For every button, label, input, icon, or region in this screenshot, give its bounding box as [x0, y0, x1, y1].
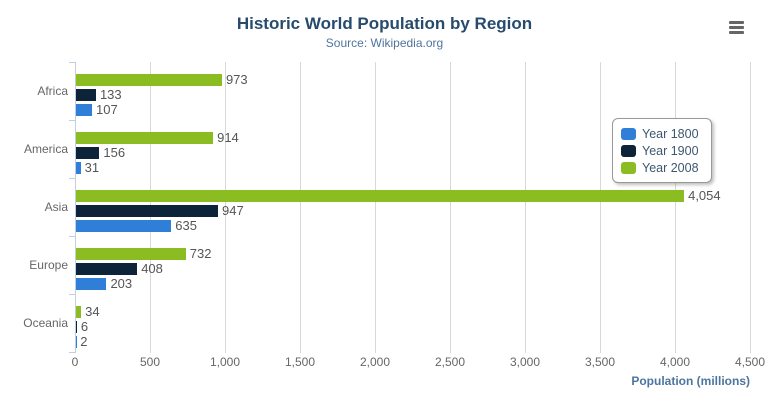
gridline: [600, 62, 601, 353]
category-axis-tick: [69, 352, 76, 353]
bar-line: 408: [76, 261, 751, 276]
legend-symbol: [621, 144, 636, 157]
category-axis-tick: [69, 178, 76, 179]
bar-line: 732: [76, 246, 751, 261]
chart-title: Historic World Population by Region: [236, 14, 533, 33]
legend-symbol: [621, 127, 636, 140]
category-label-america: America: [23, 142, 68, 156]
x-axis-tick-label: 4,000: [659, 355, 691, 369]
category-axis-tick: [69, 62, 76, 63]
x-axis-tick-label: 2,000: [359, 355, 391, 369]
data-label: 203: [110, 276, 133, 291]
plot-area: 973 133 107 914 156 31 4,054 947 635 732 408 203 34 6…: [69, 62, 751, 353]
x-axis-tick-label: 2,500: [434, 355, 466, 369]
data-label: 31: [84, 160, 100, 175]
bar-group-africa: 973 133 107: [76, 62, 751, 120]
x-axis-tick-label: 1,500: [284, 355, 316, 369]
bar-america-year-2008[interactable]: [76, 132, 214, 144]
gridline: [300, 62, 301, 353]
gridline: [750, 62, 751, 353]
x-axis-tick-label: 4,500: [734, 355, 766, 369]
x-axis-tick-label: 0: [71, 355, 79, 369]
bar-europe-year-1800[interactable]: [76, 278, 107, 290]
legend-label: Year 1900: [642, 143, 699, 158]
chart-subtitle: Source: Wikipedia.org: [325, 36, 444, 50]
bar-europe-year-1900[interactable]: [76, 263, 138, 275]
data-label: 914: [217, 130, 239, 145]
bar-asia-year-1900[interactable]: [76, 205, 219, 217]
legend-label: Year 1800: [642, 126, 699, 141]
x-axis-tick-label: 500: [139, 355, 161, 369]
bar-line: 947: [76, 203, 751, 218]
category-label-africa: Africa: [37, 84, 68, 98]
value-axis-labels: 0 500 1,000 1,500 2,000 2,500 3,000 3,500 4,000 4…: [71, 355, 765, 369]
data-label: 133: [99, 87, 122, 102]
bar-group-asia: 4,054 947 635: [76, 178, 751, 236]
gridline: [375, 62, 376, 353]
x-axis-title: Population (millions): [631, 374, 750, 388]
data-label: 6: [80, 319, 89, 334]
category-label-oceania: Oceania: [23, 316, 68, 330]
bar-line: 973: [76, 72, 751, 87]
hamburger-icon: [729, 21, 744, 24]
data-label: 635: [175, 218, 197, 233]
bar-africa-year-1900[interactable]: [76, 89, 96, 101]
legend-label: Year 2008: [642, 160, 699, 175]
bar-line: 914: [76, 130, 751, 145]
bar-asia-year-1800[interactable]: [76, 220, 172, 232]
category-label-asia: Asia: [44, 200, 68, 214]
data-label: 107: [96, 102, 118, 117]
gridline: [525, 62, 526, 353]
x-axis-tick-label: 3,000: [509, 355, 541, 369]
data-label: 973: [225, 72, 248, 87]
bar-europe-year-2008[interactable]: [76, 248, 186, 260]
bar-group-europe: 732 408 203: [76, 236, 751, 294]
bar-line: 156: [76, 145, 751, 160]
data-label: 947: [222, 203, 244, 218]
hamburger-icon: [729, 26, 744, 29]
data-label: 156: [103, 145, 126, 160]
gridline: [675, 62, 676, 353]
data-label: 4,054: [688, 188, 721, 203]
legend-item-year-2008[interactable]: Year 2008: [621, 160, 699, 175]
bar-group-america: 914 156 31: [76, 120, 751, 178]
bar-america-year-1900[interactable]: [76, 147, 100, 159]
x-axis-tick-label: 3,500: [584, 355, 616, 369]
legend-symbol: [621, 161, 636, 174]
legend: Year 1800 Year 1900 Year 2008: [612, 118, 712, 183]
bar-line: 6: [76, 319, 751, 334]
bar-line: 4,054: [76, 188, 751, 203]
data-label: 34: [85, 304, 100, 319]
bar-group-oceania: 34 6 2: [76, 294, 751, 352]
data-label: 2: [80, 334, 88, 349]
bar-asia-year-2008[interactable]: [76, 190, 685, 202]
legend-item-year-1900[interactable]: Year 1900: [621, 143, 699, 158]
bar-oceania-year-2008[interactable]: [76, 306, 82, 318]
legend-item-year-1800[interactable]: Year 1800: [621, 126, 699, 141]
data-label: 408: [141, 261, 163, 276]
bar-africa-year-2008[interactable]: [76, 74, 222, 86]
hamburger-icon: [729, 31, 744, 34]
bar-line: 107: [76, 102, 751, 117]
gridline: [225, 62, 226, 353]
category-axis-tick: [69, 236, 76, 237]
bar-line: 203: [76, 276, 751, 291]
category-label-europe: Europe: [29, 258, 68, 272]
gridline: [450, 62, 451, 353]
data-label: 732: [189, 246, 212, 261]
bar-line: 133: [76, 87, 751, 102]
export-menu-button[interactable]: [729, 19, 746, 36]
category-axis-tick: [69, 120, 76, 121]
bar-line: 2: [76, 334, 751, 349]
bar-line: 31: [76, 160, 751, 175]
bar-africa-year-1800[interactable]: [76, 104, 93, 116]
bar-oceania-year-1900[interactable]: [76, 321, 77, 333]
bar-america-year-1800[interactable]: [76, 162, 81, 174]
category-axis-tick: [69, 294, 76, 295]
bar-line: 635: [76, 218, 751, 233]
bar-line: 34: [76, 304, 751, 319]
x-axis-tick-label: 1,000: [209, 355, 241, 369]
